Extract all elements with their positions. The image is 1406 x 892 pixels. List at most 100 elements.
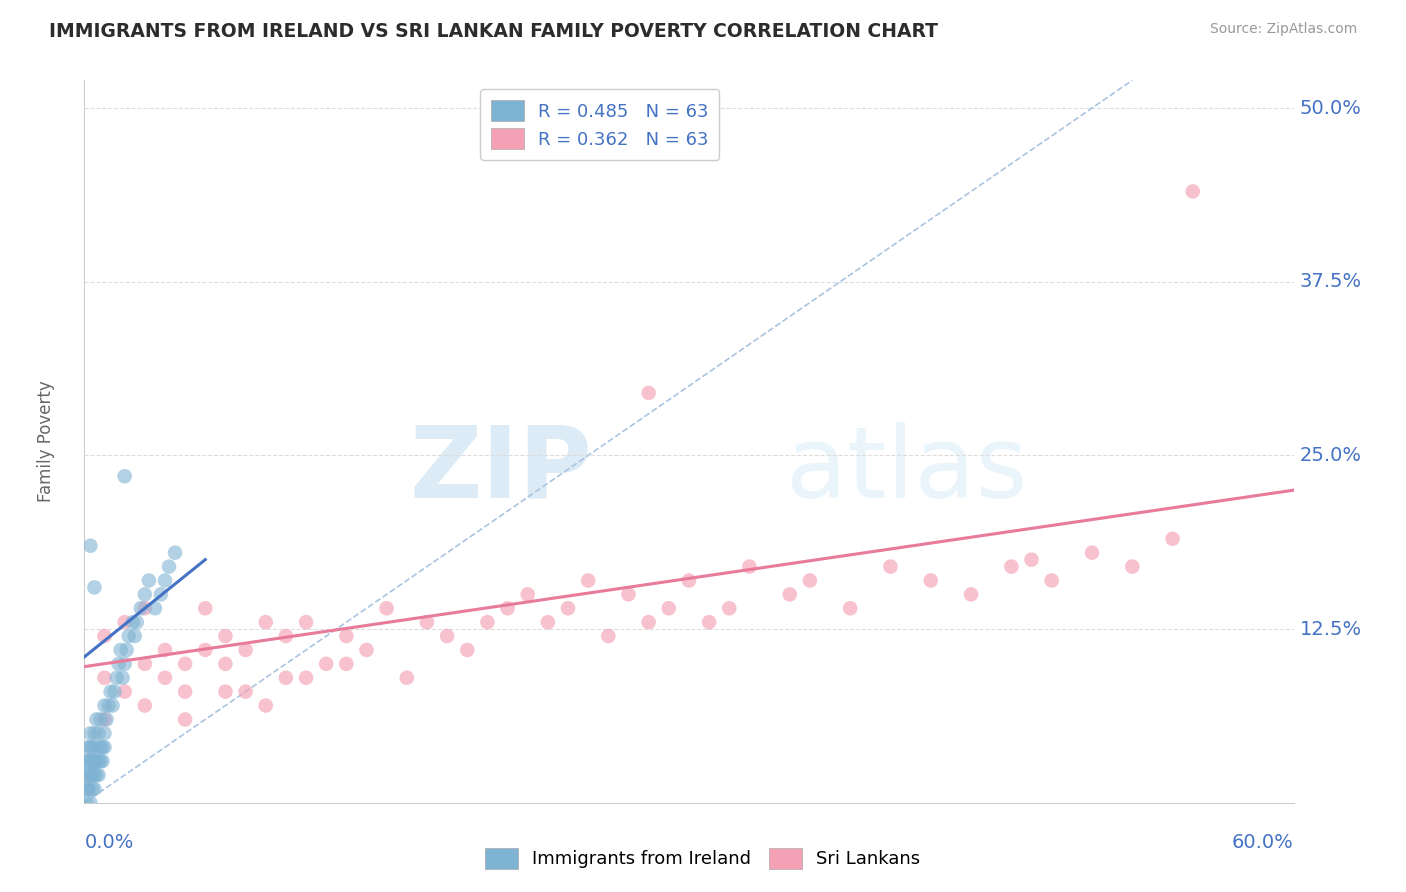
Point: [194, 601, 217, 615]
Point: [86, 713, 108, 727]
Point: [153, 643, 176, 657]
Point: [315, 657, 337, 671]
Point: [79, 796, 101, 810]
Point: [115, 643, 138, 657]
Point: [93, 629, 115, 643]
Text: 0.0%: 0.0%: [84, 833, 134, 853]
Point: [114, 684, 136, 698]
Point: [129, 601, 152, 615]
Point: [97, 698, 120, 713]
Point: [77, 740, 100, 755]
Text: 25.0%: 25.0%: [1299, 446, 1361, 465]
Point: [87, 726, 110, 740]
Point: [235, 684, 257, 698]
Point: [91, 754, 114, 768]
Point: [83, 781, 105, 796]
Point: [114, 469, 136, 483]
Text: Source: ZipAtlas.com: Source: ZipAtlas.com: [1209, 22, 1357, 37]
Point: [77, 781, 100, 796]
Text: Family Poverty: Family Poverty: [37, 381, 55, 502]
Point: [75, 796, 97, 810]
Point: [174, 684, 197, 698]
Point: [107, 657, 129, 671]
Point: [356, 643, 378, 657]
Point: [335, 629, 357, 643]
Point: [87, 754, 110, 768]
Point: [134, 601, 156, 615]
Point: [416, 615, 439, 630]
Point: [82, 740, 104, 755]
Point: [576, 574, 599, 588]
Point: [86, 768, 108, 782]
Point: [93, 713, 115, 727]
Point: [456, 643, 478, 657]
Point: [100, 684, 122, 698]
Point: [93, 740, 115, 755]
Point: [165, 546, 187, 560]
Point: [157, 559, 180, 574]
Point: [295, 671, 318, 685]
Point: [89, 740, 111, 755]
Point: [149, 587, 172, 601]
Point: [1081, 546, 1104, 560]
Point: [101, 698, 124, 713]
Point: [143, 601, 166, 615]
Point: [75, 781, 97, 796]
Point: [93, 698, 115, 713]
Legend: R = 0.485   N = 63, R = 0.362   N = 63: R = 0.485 N = 63, R = 0.362 N = 63: [481, 89, 720, 160]
Point: [1181, 185, 1204, 199]
Legend: Immigrants from Ireland, Sri Lankans: Immigrants from Ireland, Sri Lankans: [478, 840, 928, 876]
Point: [1021, 552, 1043, 566]
Point: [79, 768, 101, 782]
Point: [134, 587, 156, 601]
Point: [91, 740, 114, 755]
Point: [93, 671, 115, 685]
Point: [214, 684, 236, 698]
Point: [254, 615, 277, 630]
Point: [375, 601, 398, 615]
Point: [79, 754, 101, 768]
Point: [89, 713, 111, 727]
Point: [111, 671, 134, 685]
Point: [114, 657, 136, 671]
Point: [153, 574, 176, 588]
Point: [79, 726, 101, 740]
Point: [83, 768, 105, 782]
Point: [110, 643, 132, 657]
Text: 50.0%: 50.0%: [1299, 99, 1361, 118]
Point: [678, 574, 700, 588]
Point: [77, 754, 100, 768]
Point: [96, 713, 118, 727]
Point: [395, 671, 418, 685]
Point: [125, 615, 148, 630]
Point: [537, 615, 560, 630]
Point: [335, 657, 357, 671]
Point: [79, 539, 101, 553]
Point: [83, 754, 105, 768]
Point: [83, 581, 105, 595]
Point: [920, 574, 942, 588]
Point: [1121, 559, 1143, 574]
Point: [516, 587, 538, 601]
Point: [118, 629, 141, 643]
Point: [879, 559, 901, 574]
Point: [153, 671, 176, 685]
Point: [697, 615, 720, 630]
Point: [114, 615, 136, 630]
Point: [274, 671, 297, 685]
Point: [86, 754, 108, 768]
Point: [174, 657, 197, 671]
Point: [174, 713, 197, 727]
Point: [121, 615, 143, 630]
Point: [75, 754, 97, 768]
Point: [194, 643, 217, 657]
Text: 60.0%: 60.0%: [1232, 833, 1294, 853]
Point: [134, 657, 156, 671]
Point: [637, 615, 659, 630]
Point: [83, 726, 105, 740]
Point: [1000, 559, 1022, 574]
Point: [598, 629, 620, 643]
Point: [295, 615, 318, 630]
Point: [718, 601, 741, 615]
Point: [477, 615, 499, 630]
